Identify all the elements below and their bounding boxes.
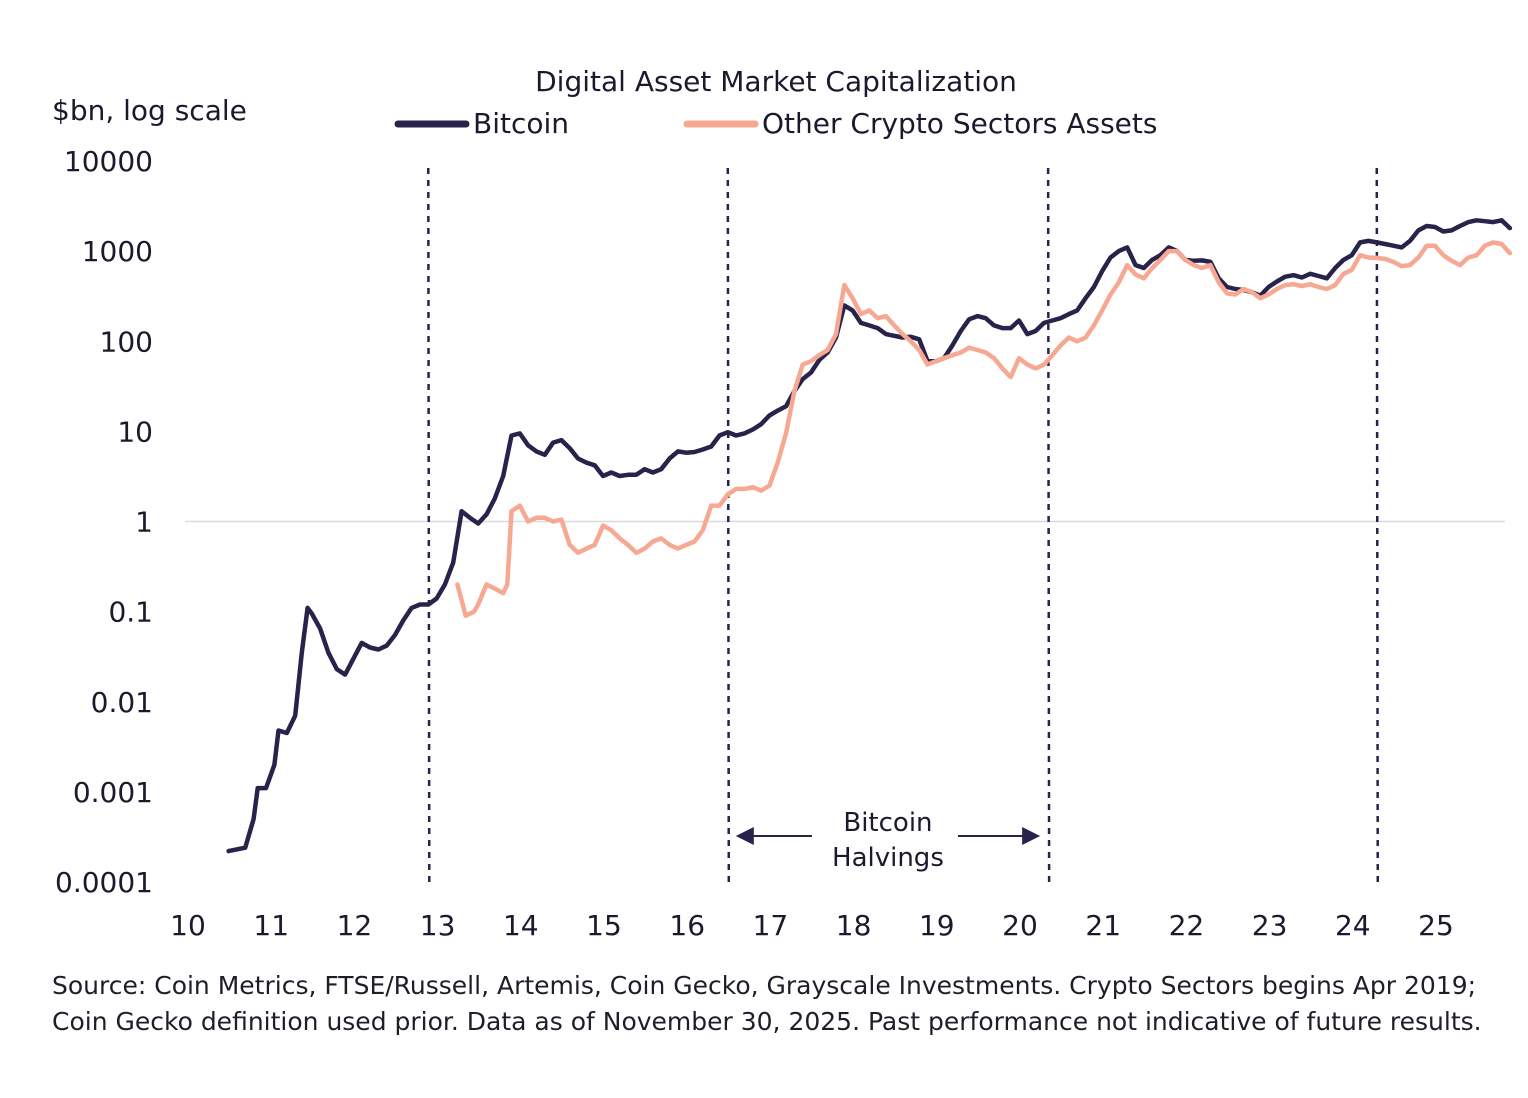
chart-title: Digital Asset Market Capitalization bbox=[535, 65, 1017, 98]
halving-lines bbox=[427, 167, 1380, 883]
x-tick-label: 22 bbox=[1169, 909, 1205, 942]
y-tick-label: 0.1 bbox=[108, 596, 153, 629]
y-tick-label: 10000 bbox=[64, 145, 153, 178]
halving-line bbox=[427, 167, 431, 883]
series-line-bitcoin bbox=[226, 218, 1513, 854]
y-tick-label: 0.01 bbox=[91, 686, 153, 719]
source-note: Source: Coin Metrics, FTSE/Russell, Arte… bbox=[52, 971, 1482, 1036]
halving-line bbox=[1375, 167, 1380, 883]
x-axis-ticks: 10 11 12 13 14 15 16 17 18 19 20 21 22 23 24 25 bbox=[170, 909, 1454, 942]
y-tick-label: 10 bbox=[117, 415, 153, 448]
y-tick-label: 1000 bbox=[82, 235, 153, 268]
y-axis-ticks: 10000 1000 100 10 1 0.1 0.01 0.001 0.0001 bbox=[55, 145, 153, 899]
y-tick-label: 0.0001 bbox=[55, 866, 153, 899]
x-tick-label: 10 bbox=[170, 909, 206, 942]
annotation-arrowhead-left bbox=[735, 827, 754, 845]
series-line-other-crypto bbox=[455, 240, 1513, 618]
x-tick-label: 19 bbox=[919, 909, 955, 942]
x-tick-label: 18 bbox=[836, 909, 872, 942]
legend: Bitcoin Other Crypto Sectors Assets bbox=[394, 107, 1157, 140]
x-tick-label: 21 bbox=[1085, 909, 1121, 942]
annotation-arrowhead-right bbox=[1022, 827, 1041, 845]
x-tick-label: 20 bbox=[1002, 909, 1038, 942]
y-tick-label: 1 bbox=[135, 506, 153, 539]
legend-bitcoin-label: Bitcoin bbox=[473, 107, 569, 140]
halving-line bbox=[726, 167, 731, 883]
series-lines bbox=[226, 218, 1513, 854]
annotation-label-line1: Bitcoin bbox=[843, 808, 932, 838]
x-tick-label: 14 bbox=[503, 909, 539, 942]
x-tick-label: 12 bbox=[337, 909, 373, 942]
y-axis-label: $bn, log scale bbox=[52, 94, 247, 127]
x-tick-label: 11 bbox=[253, 909, 289, 942]
halving-line bbox=[1046, 167, 1051, 883]
x-tick-label: 13 bbox=[420, 909, 456, 942]
annotation-label-line2: Halvings bbox=[832, 843, 944, 873]
x-tick-label: 17 bbox=[753, 909, 789, 942]
x-tick-label: 25 bbox=[1418, 909, 1454, 942]
x-tick-label: 23 bbox=[1252, 909, 1288, 942]
x-tick-label: 24 bbox=[1335, 909, 1371, 942]
halvings-annotation: Bitcoin Halvings bbox=[735, 808, 1041, 873]
y-tick-label: 100 bbox=[100, 325, 153, 358]
legend-other-label: Other Crypto Sectors Assets bbox=[762, 107, 1157, 140]
y-tick-label: 0.001 bbox=[73, 776, 153, 809]
chart: Digital Asset Market Capitalization $bn,… bbox=[52, 65, 1513, 942]
x-tick-label: 15 bbox=[586, 909, 622, 942]
x-tick-label: 16 bbox=[669, 909, 705, 942]
